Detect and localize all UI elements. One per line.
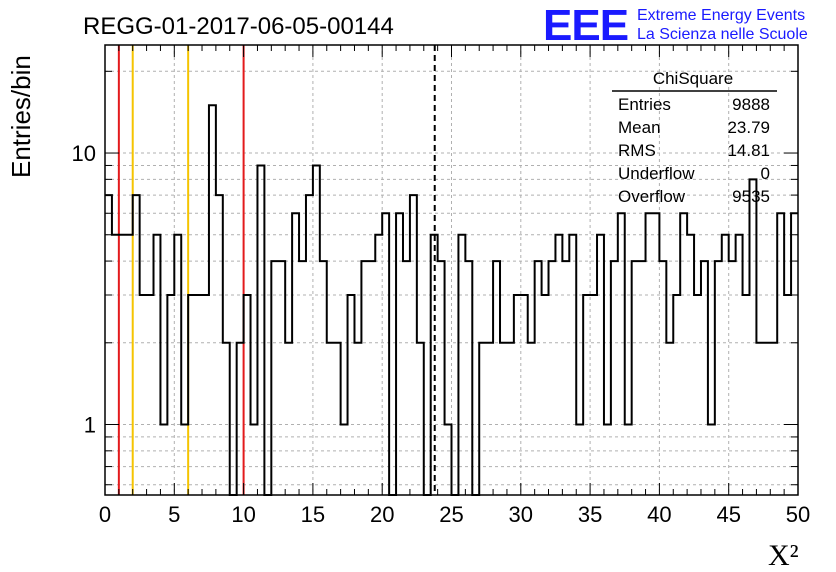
histogram-series <box>105 104 798 496</box>
y-tick-label: 1 <box>84 413 96 438</box>
x-tick-label: 50 <box>786 502 810 527</box>
eee-logo: EEE <box>543 1 628 50</box>
x-tick-label: 40 <box>647 502 671 527</box>
stats-value: 9535 <box>732 187 770 206</box>
stats-label: Mean <box>618 118 661 137</box>
stats-title: ChiSquare <box>653 69 733 88</box>
x-tick-label: 25 <box>439 502 463 527</box>
y-axis-label: Entries/bin <box>6 55 36 178</box>
stats-value: 14.81 <box>727 141 770 160</box>
x-tick-label: 15 <box>301 502 325 527</box>
stats-label: RMS <box>618 141 656 160</box>
grid-lines <box>105 45 798 495</box>
x-tick-label: 20 <box>370 502 394 527</box>
stats-value: 9888 <box>732 95 770 114</box>
tick-labels: 0 5 10 15 20 25 30 35 40 45 50 1 10 <box>72 141 811 527</box>
x-tick-label: 35 <box>578 502 602 527</box>
stats-value: 23.79 <box>727 118 770 137</box>
x-tick-label: 0 <box>99 502 111 527</box>
stats-label: Entries <box>618 95 671 114</box>
stats-label: Underflow <box>618 164 695 183</box>
y-tick-label: 10 <box>72 141 96 166</box>
x-tick-label: 45 <box>716 502 740 527</box>
stats-label: Overflow <box>618 187 686 206</box>
logo-line-2: La Scienza nelle Scuole <box>637 26 808 43</box>
stats-value: 0 <box>761 164 770 183</box>
x-tick-label: 30 <box>509 502 533 527</box>
chart-title: REGG-01-2017-06-05-00144 <box>83 13 394 40</box>
logo-line-1: Extreme Energy Events <box>637 7 805 24</box>
stats-box: ChiSquare Entries 9888 Mean 23.79 RMS 14… <box>612 69 777 206</box>
x-tick-label: 10 <box>231 502 255 527</box>
x-axis-label: X² <box>768 539 799 572</box>
axis-ticks <box>104 45 799 495</box>
x-tick-label: 5 <box>168 502 180 527</box>
